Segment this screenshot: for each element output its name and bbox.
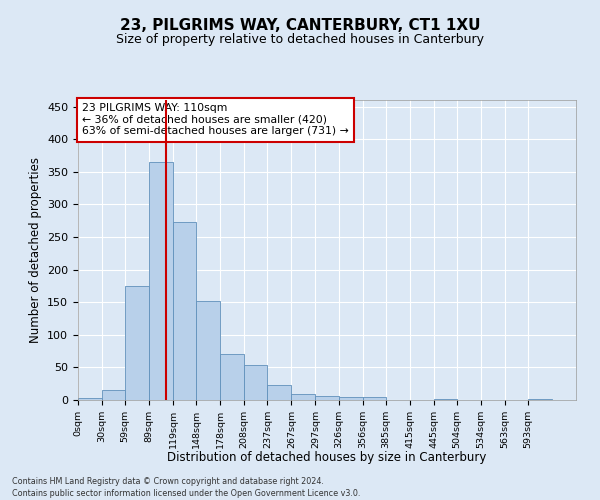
- Bar: [362, 396, 386, 400]
- Text: Contains public sector information licensed under the Open Government Licence v3: Contains public sector information licen…: [12, 489, 361, 498]
- Bar: [149, 162, 173, 400]
- Bar: [292, 394, 316, 400]
- Text: Size of property relative to detached houses in Canterbury: Size of property relative to detached ho…: [116, 32, 484, 46]
- Text: Distribution of detached houses by size in Canterbury: Distribution of detached houses by size …: [167, 451, 487, 464]
- Bar: [102, 390, 125, 400]
- Bar: [220, 354, 244, 400]
- Bar: [125, 286, 149, 400]
- Text: 23 PILGRIMS WAY: 110sqm
← 36% of detached houses are smaller (420)
63% of semi-d: 23 PILGRIMS WAY: 110sqm ← 36% of detache…: [82, 104, 349, 136]
- Text: Contains HM Land Registry data © Crown copyright and database right 2024.: Contains HM Land Registry data © Crown c…: [12, 478, 324, 486]
- Bar: [244, 365, 268, 400]
- Text: 23, PILGRIMS WAY, CANTERBURY, CT1 1XU: 23, PILGRIMS WAY, CANTERBURY, CT1 1XU: [120, 18, 480, 32]
- Bar: [316, 396, 338, 400]
- Y-axis label: Number of detached properties: Number of detached properties: [29, 157, 41, 343]
- Bar: [338, 396, 362, 400]
- Bar: [78, 398, 102, 400]
- Bar: [196, 301, 220, 400]
- Bar: [268, 385, 292, 400]
- Bar: [173, 222, 196, 400]
